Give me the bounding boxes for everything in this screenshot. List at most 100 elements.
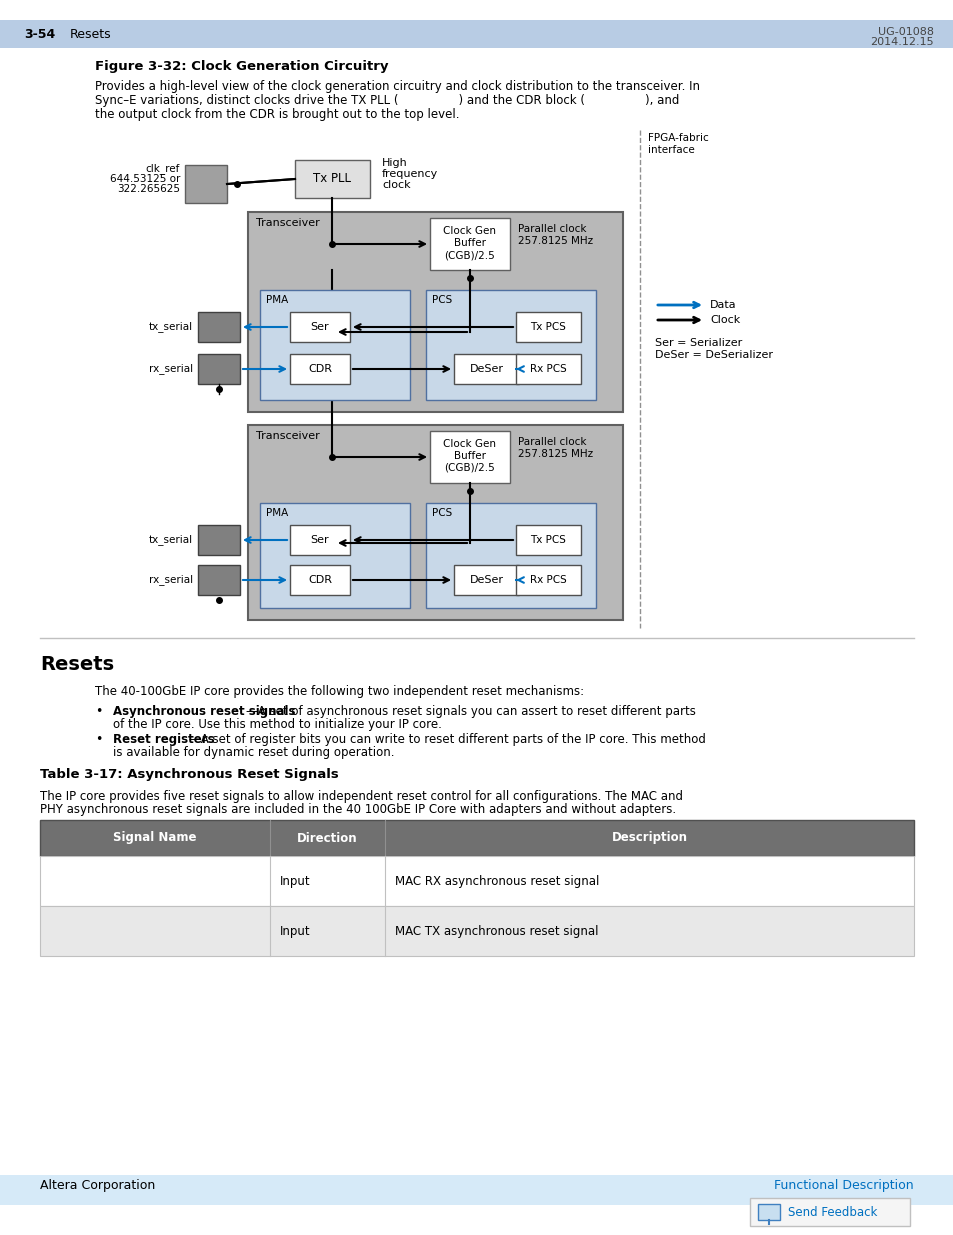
Text: Table 3-17: Asynchronous Reset Signals: Table 3-17: Asynchronous Reset Signals bbox=[40, 768, 338, 781]
Text: of the IP core. Use this method to initialize your IP core.: of the IP core. Use this method to initi… bbox=[112, 718, 441, 731]
Text: 257.8125 MHz: 257.8125 MHz bbox=[517, 450, 593, 459]
Bar bbox=[0, 1174, 953, 1205]
Text: the output clock from the CDR is brought out to the top level.: the output clock from the CDR is brought… bbox=[95, 107, 459, 121]
Text: Resets: Resets bbox=[70, 27, 112, 41]
Text: Transceiver: Transceiver bbox=[255, 219, 319, 228]
Text: Direction: Direction bbox=[297, 831, 357, 845]
Bar bbox=[430, 219, 510, 270]
Text: clk_ref: clk_ref bbox=[146, 163, 180, 174]
Text: Signal Name: Signal Name bbox=[113, 831, 196, 845]
Text: High: High bbox=[381, 158, 407, 168]
Text: Figure 3-32: Clock Generation Circuitry: Figure 3-32: Clock Generation Circuitry bbox=[95, 61, 388, 73]
Bar bbox=[40, 856, 913, 906]
Text: The 40-100GbE IP core provides the following two independent reset mechanisms:: The 40-100GbE IP core provides the follo… bbox=[95, 685, 583, 698]
Bar bbox=[290, 525, 350, 555]
Text: PMA: PMA bbox=[266, 295, 288, 305]
Text: FPGA-fabric: FPGA-fabric bbox=[647, 133, 708, 143]
Text: CDR: CDR bbox=[308, 364, 332, 374]
Bar bbox=[426, 290, 596, 400]
Bar bbox=[22, 23, 62, 44]
Text: Reset registers: Reset registers bbox=[112, 734, 214, 746]
Bar bbox=[198, 312, 240, 342]
Text: •: • bbox=[95, 705, 102, 718]
Text: Altera Corporation: Altera Corporation bbox=[40, 1178, 155, 1192]
Text: —A set of asynchronous reset signals you can assert to reset different parts: —A set of asynchronous reset signals you… bbox=[245, 705, 695, 718]
Text: UG-01088: UG-01088 bbox=[877, 27, 933, 37]
Text: frequency: frequency bbox=[381, 169, 437, 179]
Text: Rx PCS: Rx PCS bbox=[530, 364, 566, 374]
Text: clock: clock bbox=[381, 180, 410, 190]
Bar bbox=[198, 525, 240, 555]
Text: PCS: PCS bbox=[432, 295, 452, 305]
Bar bbox=[290, 354, 350, 384]
Text: Clock: Clock bbox=[709, 315, 740, 325]
Bar bbox=[294, 161, 370, 198]
Bar bbox=[516, 564, 580, 595]
Text: PMA: PMA bbox=[266, 508, 288, 517]
Text: Provides a high-level view of the clock generation circuitry and clock distribut: Provides a high-level view of the clock … bbox=[95, 80, 700, 93]
Text: Buffer: Buffer bbox=[454, 451, 485, 461]
Bar bbox=[0, 20, 953, 48]
Text: Data: Data bbox=[709, 300, 736, 310]
Text: Clock Gen: Clock Gen bbox=[443, 438, 496, 450]
Text: tx_serial: tx_serial bbox=[149, 321, 193, 332]
Text: DeSer = DeSerializer: DeSer = DeSerializer bbox=[655, 350, 772, 359]
Text: Tx PLL: Tx PLL bbox=[314, 173, 351, 185]
Text: DeSer: DeSer bbox=[469, 364, 503, 374]
Text: tx_serial: tx_serial bbox=[149, 535, 193, 546]
Text: Input: Input bbox=[280, 925, 311, 937]
Bar bbox=[185, 165, 227, 203]
Text: Rx PCS: Rx PCS bbox=[530, 576, 566, 585]
Text: Resets: Resets bbox=[40, 655, 114, 674]
Bar bbox=[198, 354, 240, 384]
Text: Functional Description: Functional Description bbox=[774, 1178, 913, 1192]
Text: Ser: Ser bbox=[311, 322, 329, 332]
Bar bbox=[260, 503, 410, 608]
Bar bbox=[290, 312, 350, 342]
Text: PHY asynchronous reset signals are included in the 40 100GbE IP Core with adapte: PHY asynchronous reset signals are inclu… bbox=[40, 803, 676, 816]
Bar bbox=[454, 354, 518, 384]
Bar bbox=[749, 1198, 909, 1226]
Text: 257.8125 MHz: 257.8125 MHz bbox=[517, 236, 593, 246]
Text: MAC RX asynchronous reset signal: MAC RX asynchronous reset signal bbox=[395, 874, 598, 888]
Text: MAC TX asynchronous reset signal: MAC TX asynchronous reset signal bbox=[395, 925, 598, 937]
Text: CDR: CDR bbox=[308, 576, 332, 585]
Text: Parallel clock: Parallel clock bbox=[517, 437, 586, 447]
Bar bbox=[248, 425, 622, 620]
Bar bbox=[198, 564, 240, 595]
Text: Tx PCS: Tx PCS bbox=[530, 322, 566, 332]
Text: is available for dynamic reset during operation.: is available for dynamic reset during op… bbox=[112, 746, 395, 760]
Text: The IP core provides five reset signals to allow independent reset control for a: The IP core provides five reset signals … bbox=[40, 790, 682, 803]
Text: interface: interface bbox=[647, 144, 694, 156]
Text: Parallel clock: Parallel clock bbox=[517, 224, 586, 233]
Bar bbox=[454, 564, 518, 595]
Text: Ser: Ser bbox=[311, 535, 329, 545]
Text: Clock Gen: Clock Gen bbox=[443, 226, 496, 236]
Text: Buffer: Buffer bbox=[454, 238, 485, 248]
Text: Input: Input bbox=[280, 874, 311, 888]
Text: PCS: PCS bbox=[432, 508, 452, 517]
Bar bbox=[430, 431, 510, 483]
Text: 3-54: 3-54 bbox=[24, 27, 55, 41]
Bar bbox=[426, 503, 596, 608]
Bar bbox=[40, 906, 913, 956]
Bar bbox=[516, 354, 580, 384]
Text: rx_serial: rx_serial bbox=[149, 574, 193, 585]
Bar bbox=[290, 564, 350, 595]
Text: 2014.12.15: 2014.12.15 bbox=[869, 37, 933, 47]
Text: •: • bbox=[95, 734, 102, 746]
Bar bbox=[516, 312, 580, 342]
Text: (CGB)/2.5: (CGB)/2.5 bbox=[444, 249, 495, 261]
Text: Sync–E variations, distinct clocks drive the TX PLL (                ) and the C: Sync–E variations, distinct clocks drive… bbox=[95, 94, 679, 107]
Text: 322.265625: 322.265625 bbox=[117, 184, 180, 194]
Text: 644.53125 or: 644.53125 or bbox=[110, 174, 180, 184]
Bar bbox=[516, 525, 580, 555]
Text: Send Feedback: Send Feedback bbox=[787, 1205, 877, 1219]
Text: Asynchronous reset signals: Asynchronous reset signals bbox=[112, 705, 295, 718]
Text: Transceiver: Transceiver bbox=[255, 431, 319, 441]
Bar bbox=[248, 212, 622, 412]
Text: DeSer: DeSer bbox=[469, 576, 503, 585]
Bar bbox=[758, 1204, 780, 1220]
Bar bbox=[40, 820, 913, 856]
Text: Ser = Serializer: Ser = Serializer bbox=[655, 338, 741, 348]
